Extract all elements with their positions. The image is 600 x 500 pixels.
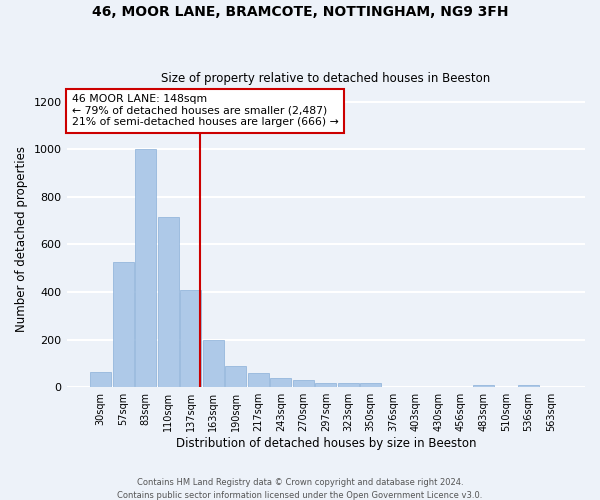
Bar — [338, 383, 359, 387]
Text: Contains HM Land Registry data © Crown copyright and database right 2024.
Contai: Contains HM Land Registry data © Crown c… — [118, 478, 482, 500]
Y-axis label: Number of detached properties: Number of detached properties — [15, 146, 28, 332]
Title: Size of property relative to detached houses in Beeston: Size of property relative to detached ho… — [161, 72, 490, 85]
Bar — [180, 290, 202, 387]
Bar — [270, 378, 292, 387]
X-axis label: Distribution of detached houses by size in Beeston: Distribution of detached houses by size … — [176, 437, 476, 450]
Bar — [518, 385, 539, 387]
Bar — [315, 383, 337, 387]
Bar — [90, 372, 112, 387]
Bar — [135, 150, 157, 387]
Bar — [248, 373, 269, 387]
Text: 46 MOOR LANE: 148sqm
← 79% of detached houses are smaller (2,487)
21% of semi-de: 46 MOOR LANE: 148sqm ← 79% of detached h… — [72, 94, 338, 128]
Bar — [158, 217, 179, 387]
Bar — [360, 383, 382, 387]
Bar — [113, 262, 134, 387]
Bar — [293, 380, 314, 387]
Bar — [203, 340, 224, 387]
Bar — [473, 385, 494, 387]
Bar — [225, 366, 247, 387]
Text: 46, MOOR LANE, BRAMCOTE, NOTTINGHAM, NG9 3FH: 46, MOOR LANE, BRAMCOTE, NOTTINGHAM, NG9… — [92, 5, 508, 19]
